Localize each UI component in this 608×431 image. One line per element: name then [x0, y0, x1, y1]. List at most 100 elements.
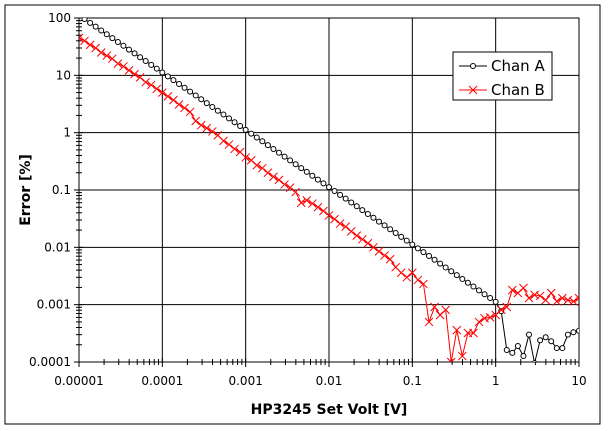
data-point-x — [385, 254, 395, 264]
data-point-circle — [242, 126, 249, 133]
data-point-circle — [342, 195, 349, 202]
data-point-circle — [237, 123, 244, 130]
y-tick-label: 100 — [48, 11, 71, 25]
data-point-circle — [287, 157, 294, 164]
data-point-circle — [420, 249, 427, 256]
data-point-x — [96, 48, 106, 57]
data-point-x — [419, 279, 428, 289]
data-point-circle — [448, 268, 455, 275]
data-point-x — [319, 206, 328, 216]
y-axis-title: Error [%] — [18, 154, 34, 226]
data-point-x — [130, 69, 139, 79]
tick-labels: 0.00001 0.0001 0.001 0.01 0.1 1 10 0.0001 0.001 0… — [29, 11, 587, 388]
data-point-circle — [375, 218, 382, 225]
x-tick-label: 1 — [492, 374, 500, 388]
data-point-x — [241, 153, 251, 162]
data-point-circle — [314, 176, 321, 183]
data-point-x — [380, 251, 389, 260]
x-tick-label: 0.00001 — [54, 374, 104, 388]
data-point-x — [541, 295, 551, 305]
data-point-x — [79, 33, 84, 43]
data-point-circle — [553, 345, 560, 352]
data-point-x — [535, 291, 545, 301]
data-point-x — [546, 288, 556, 298]
data-point-circle — [520, 353, 527, 360]
data-point-circle — [92, 23, 99, 30]
data-point-circle — [142, 58, 149, 65]
data-point-circle — [570, 329, 577, 336]
data-point-x — [296, 198, 306, 208]
data-point-x — [341, 222, 351, 231]
data-point-circle — [548, 338, 555, 345]
data-point-x — [119, 62, 128, 71]
data-point-x — [302, 195, 312, 205]
x-tick-label: 10 — [571, 374, 586, 388]
data-point-circle — [387, 226, 394, 233]
data-point-circle — [81, 18, 88, 22]
data-point-circle — [87, 19, 94, 26]
data-point-x — [413, 275, 423, 285]
data-point-circle — [531, 360, 538, 362]
data-point-circle — [398, 233, 405, 240]
data-point-x — [357, 234, 367, 244]
data-point-x — [80, 36, 89, 46]
data-point-x — [552, 297, 562, 306]
data-point-circle — [253, 134, 260, 141]
data-point-circle — [576, 327, 579, 334]
data-point-circle — [498, 308, 505, 315]
data-point-x — [207, 127, 217, 136]
data-point-circle — [209, 103, 216, 110]
data-point-x — [569, 297, 578, 306]
data-point-x — [180, 103, 189, 113]
data-point-circle — [509, 349, 516, 356]
data-point-circle — [470, 283, 477, 290]
y-tick-label: 0.001 — [37, 298, 71, 312]
data-point-circle — [464, 279, 471, 286]
data-point-x — [457, 351, 467, 361]
data-point-x — [424, 317, 434, 327]
data-point-circle — [264, 142, 271, 149]
data-point-circle — [476, 287, 483, 294]
legend-marker-x-icon — [468, 85, 478, 95]
data-point-x — [502, 302, 512, 312]
data-point-circle — [409, 241, 416, 248]
data-point-x — [519, 283, 528, 293]
data-point-x — [224, 140, 234, 149]
data-point-x — [452, 325, 462, 335]
data-point-circle — [392, 230, 399, 237]
data-point-circle — [403, 237, 410, 244]
data-point-circle — [414, 245, 421, 252]
data-point-x — [196, 120, 206, 130]
data-point-x — [124, 66, 134, 75]
data-point-circle — [559, 345, 566, 352]
data-point-x — [269, 172, 278, 182]
data-point-circle — [159, 69, 166, 76]
data-point-x — [441, 305, 451, 315]
y-tick-label: 0.1 — [52, 183, 71, 197]
data-point-circle — [481, 291, 488, 298]
x-tick-label: 0.1 — [403, 374, 422, 388]
data-point-x — [252, 160, 262, 170]
data-point-x — [346, 226, 356, 236]
data-point-circle — [431, 256, 438, 263]
data-point-circle — [442, 264, 449, 271]
series-chan-b — [79, 33, 579, 362]
data-point-circle — [214, 107, 221, 114]
x-tick-label: 0.001 — [228, 374, 262, 388]
data-point-x — [169, 95, 178, 105]
data-point-circle — [320, 180, 327, 187]
data-point-x — [219, 136, 228, 146]
x-tick-label: 0.0001 — [141, 374, 183, 388]
data-point-x — [274, 175, 284, 185]
data-point-circle — [192, 92, 199, 99]
data-point-circle — [426, 252, 433, 259]
data-point-x — [230, 144, 239, 154]
series-chan-a — [79, 18, 579, 362]
y-tick-label: 10 — [56, 68, 71, 82]
data-point-x — [524, 293, 534, 303]
data-point-x — [291, 187, 301, 197]
data-point-x — [330, 214, 339, 224]
data-point-x — [202, 123, 212, 133]
data-point-circle — [359, 207, 366, 214]
